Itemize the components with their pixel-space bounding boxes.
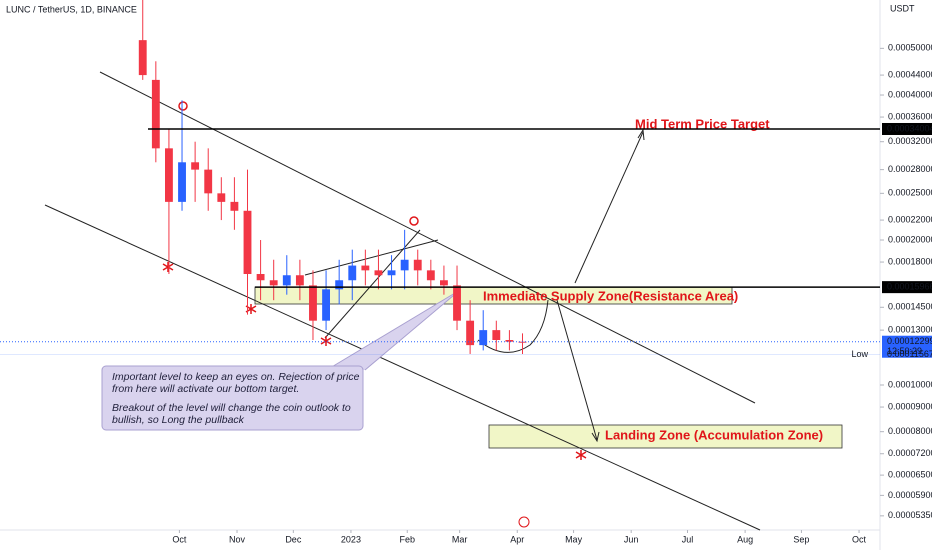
level-tag (882, 281, 932, 294)
candle-body (178, 162, 186, 202)
candle-body (138, 40, 147, 76)
callout-text: Important level to keep an eyes on. Reje… (112, 371, 360, 383)
candle-body (243, 210, 252, 275)
x-tick-label: Nov (229, 534, 246, 544)
x-tick-label: Oct (852, 534, 867, 544)
price-tag (882, 335, 932, 358)
callout-box (101, 365, 364, 431)
level-label: 0.00015966 (887, 282, 932, 292)
y-tick-label: 0.00050000 (888, 43, 932, 53)
target-label: Mid Term Price Target (635, 116, 770, 131)
candle-body (479, 330, 488, 346)
axis-unit: USDT (890, 3, 915, 13)
y-tick-label: 0.00013000 (888, 325, 932, 335)
candle-body (348, 265, 357, 281)
y-tick-label: 0.00025000 (888, 188, 932, 198)
candle-body (466, 320, 475, 346)
candle-body (230, 201, 239, 211)
candle-body (191, 162, 200, 170)
chart-title: LUNC / TetherUS, 1D, BINANCE (6, 4, 137, 14)
candle-body (400, 259, 409, 271)
y-tick-label: 0.00040000 (888, 89, 932, 99)
x-tick-label: Apr (510, 534, 524, 544)
candle-body (217, 193, 226, 202)
candle-body (282, 275, 291, 286)
candle-body (374, 270, 383, 276)
x-tick-label: Aug (737, 534, 753, 544)
y-tick-label: 0.00007200 (888, 448, 932, 458)
candle-body (426, 270, 435, 281)
candle-body (387, 270, 396, 276)
x-tick-label: Oct (172, 534, 187, 544)
y-tick-label: 0.00028000 (888, 164, 932, 174)
candle-body (204, 169, 213, 194)
y-tick-label: 0.00036000 (888, 111, 932, 121)
candle-body (440, 280, 448, 286)
landing-label: Landing Zone (Accumulation Zone) (605, 427, 823, 442)
candle-body (335, 280, 344, 290)
candle-body (295, 275, 304, 286)
x-tick-label: May (565, 534, 583, 544)
candle-body (256, 274, 265, 281)
countdown-label: 12:50:29 (887, 346, 922, 356)
candle-body (151, 79, 160, 149)
y-tick-label: 0.00018000 (888, 256, 932, 266)
candle-body (453, 285, 461, 321)
low-label: Low (851, 349, 868, 359)
candle-body (413, 259, 422, 271)
y-tick-label: 0.00005900 (888, 490, 932, 500)
supply-label: Immediate Supply Zone(Resistance Area) (483, 288, 738, 303)
y-tick-label: 0.00008000 (888, 426, 932, 436)
y-tick-label: 0.00009000 (888, 401, 932, 411)
x-tick-label: Jul (682, 534, 694, 544)
x-tick-label: Jun (624, 534, 639, 544)
channel-upper (99, 71, 756, 404)
y-tick-label: 0.00014500 (888, 302, 932, 312)
channel-lower (44, 204, 761, 531)
current-price-label: 0.00012299 (887, 336, 932, 346)
landing-zone (488, 424, 843, 449)
y-tick-label: 0.00006500 (888, 469, 932, 479)
candle-body (165, 148, 173, 202)
x-tick-label: Feb (400, 534, 416, 544)
drawings (44, 71, 843, 531)
candle-body (269, 280, 278, 286)
level-tag (882, 122, 932, 135)
curve-path (477, 299, 549, 353)
wedge-line (304, 239, 439, 276)
x-tick-label: Dec (285, 534, 302, 544)
y-tick-label: 0.00005350 (888, 510, 932, 520)
y-tick-label: 0.00010000 (888, 379, 932, 389)
arrow-up (574, 131, 644, 284)
y-tick-label: 0.00022000 (888, 214, 932, 224)
y-tick-label: 0.00032000 (888, 136, 932, 146)
low-value-label: 0.00011567 (887, 349, 932, 359)
arrow-down (556, 299, 598, 441)
arrowhead (591, 431, 600, 443)
candle-body (322, 289, 330, 321)
callout-text: from here will activate our bottom targe… (112, 383, 299, 395)
candle-body (309, 285, 317, 321)
callout-text: Breakout of the level will change the co… (112, 402, 351, 414)
level-label: 0.00034004 (887, 123, 932, 133)
callout-text: bullish, so Long the pullback (112, 414, 245, 426)
candle-body (361, 265, 370, 271)
y-tick-label: 0.00044000 (888, 69, 932, 79)
x-tick-label: Mar (452, 534, 468, 544)
candle-body (505, 340, 514, 342)
arrowhead (637, 128, 645, 141)
candle-body (492, 330, 501, 341)
x-tick-label: Sep (793, 534, 809, 544)
x-tick-label: 2023 (341, 534, 361, 544)
y-tick-label: 0.00020000 (888, 234, 932, 244)
